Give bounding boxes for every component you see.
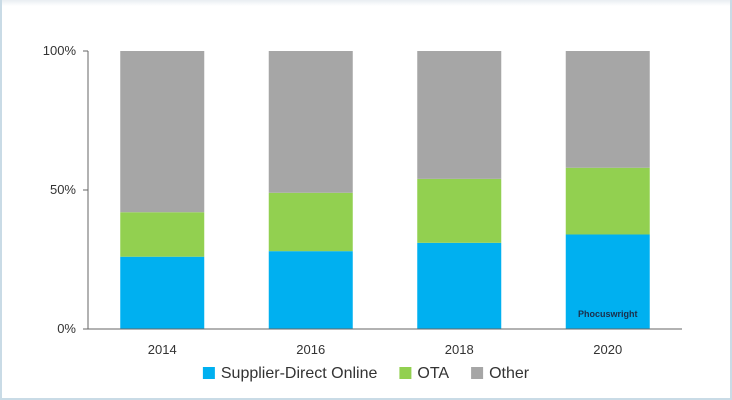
bar-ota-2020 [565, 167, 650, 235]
legend-label: OTA [417, 365, 449, 382]
legend: Supplier-Direct Online OTA Other [202, 365, 530, 382]
bar-supplier-direct-online-2016 [268, 251, 353, 329]
y-tick-label: 0% [57, 321, 76, 336]
legend-swatch [202, 367, 215, 379]
bar-group-2016 [268, 51, 353, 329]
watermark-logo: Phocuswright [578, 309, 638, 319]
bars [120, 51, 650, 329]
x-tick-label: 2016 [296, 342, 325, 357]
bar-supplier-direct-online-2020 [565, 234, 650, 329]
legend-swatch [399, 367, 412, 379]
bar-ota-2014 [120, 212, 205, 257]
x-tick-label: 2018 [445, 342, 474, 357]
x-tick-label: 2020 [593, 342, 622, 357]
bar-other-2018 [417, 51, 502, 179]
x-tick-label: 2014 [148, 342, 177, 357]
legend-label: Other [489, 365, 530, 382]
y-tick-label: 100% [43, 43, 77, 58]
legend-item: Other [471, 365, 530, 382]
legend-swatch [471, 367, 484, 379]
top-strip [0, 0, 732, 6]
bar-ota-2018 [417, 178, 502, 243]
bar-other-2014 [120, 51, 205, 213]
bar-supplier-direct-online-2014 [120, 256, 205, 329]
legend-label: Supplier-Direct Online [221, 365, 378, 382]
bar-group-2020 [565, 51, 650, 329]
bar-other-2020 [565, 51, 650, 168]
bar-other-2016 [268, 51, 353, 193]
y-tick-label: 50% [50, 182, 76, 197]
y-axis: 0% 50% 100% [43, 43, 89, 336]
bar-supplier-direct-online-2018 [417, 242, 502, 329]
legend-item: Supplier-Direct Online [202, 365, 378, 382]
bar-ota-2016 [268, 192, 353, 252]
x-axis: 2014 2016 2018 2020 [88, 328, 682, 357]
bar-group-2018 [417, 51, 502, 329]
bar-group-2014 [120, 51, 205, 329]
legend-item: OTA [399, 365, 449, 382]
